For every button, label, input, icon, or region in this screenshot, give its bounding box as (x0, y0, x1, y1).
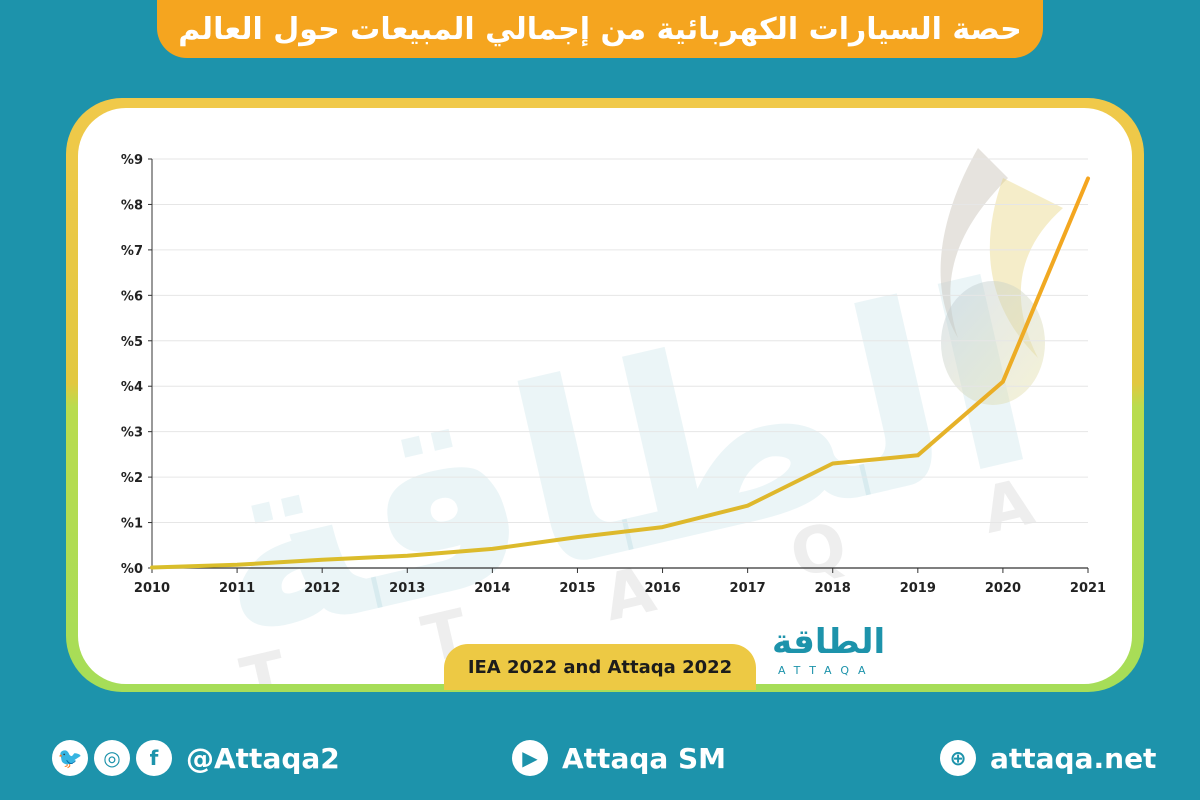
youtube-link: ▶ Attaqa SM (512, 736, 726, 780)
y-tick-label: %7 (121, 244, 143, 259)
y-tick-label: %9 (121, 153, 143, 168)
source-banner: IEA 2022 and Attaqa 2022 (444, 644, 756, 690)
x-tick-label: 2013 (389, 581, 425, 596)
x-tick-label: 2020 (985, 581, 1021, 596)
y-tick-label: %1 (121, 517, 143, 532)
twitter-icon[interactable]: 🐦 (52, 740, 88, 776)
watermark-droplet-icon (941, 281, 1045, 405)
y-tick-label: %5 (121, 335, 143, 350)
youtube-channel[interactable]: Attaqa SM (562, 741, 727, 775)
y-tick-label: %6 (121, 289, 143, 304)
chart-series (150, 176, 1090, 570)
facebook-icon[interactable]: f (136, 740, 172, 776)
social-links: 🐦 ◎ f @Attaqa2 (52, 736, 340, 780)
series-line (150, 176, 1090, 570)
y-tick-label: %8 (121, 198, 143, 213)
attaqa-logo: الطاقة ATTAQA (772, 622, 952, 682)
social-handle[interactable]: @Attaqa2 (186, 741, 340, 775)
x-tick-label: 2021 (1070, 581, 1106, 596)
chart-axes: %0 %1 %2 %3 %4 %5 %6 %7 %8 %9 2010 2011 2012 2013 2014… (121, 153, 1106, 596)
x-tick-label: 2014 (474, 581, 510, 596)
y-tick-label: %2 (121, 471, 143, 486)
y-tick-label: %0 (121, 562, 143, 577)
x-tick-label: 2011 (219, 581, 255, 596)
chart-title: حصة السيارات الكهربائية من إجمالي المبيع… (178, 11, 1022, 47)
youtube-icon[interactable]: ▶ (512, 740, 548, 776)
chart-card: الطاقة A T T A Q A %0 %1 %2 %3 %4 %5 %6 %7 %8 %9 20… (78, 108, 1132, 684)
x-tick-label: 2015 (559, 581, 595, 596)
globe-icon[interactable]: ⊕ (940, 740, 976, 776)
x-tick-label: 2016 (644, 581, 680, 596)
x-tick-label: 2012 (304, 581, 340, 596)
website-link: ⊕ attaqa.net (940, 736, 1156, 780)
instagram-icon[interactable]: ◎ (94, 740, 130, 776)
logo-arabic: الطاقة (772, 622, 886, 662)
logo-latin: ATTAQA (778, 664, 875, 677)
watermark-flame-icon (940, 148, 1008, 338)
chart-title-banner: حصة السيارات الكهربائية من إجمالي المبيع… (157, 0, 1043, 58)
x-tick-label: 2018 (815, 581, 851, 596)
y-tick-label: %3 (121, 426, 143, 441)
x-tick-label: 2019 (900, 581, 936, 596)
y-tick-label: %4 (121, 380, 143, 395)
website-url[interactable]: attaqa.net (990, 741, 1157, 775)
x-tick-label: 2017 (730, 581, 766, 596)
x-tick-label: 2010 (134, 581, 170, 596)
source-text: IEA 2022 and Attaqa 2022 (467, 656, 733, 678)
